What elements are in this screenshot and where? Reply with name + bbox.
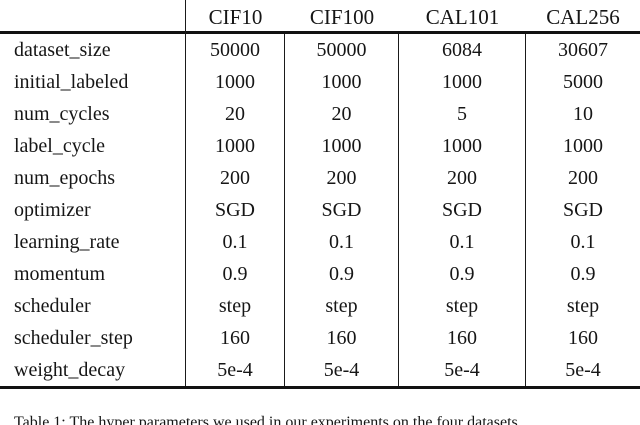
cell-cal256: 1000 <box>563 135 603 157</box>
table-row: num_cycles 20 20 5 10 <box>0 98 640 130</box>
table-row: num_epochs 200 200 200 200 <box>0 162 640 194</box>
cell-cif10: 160 <box>186 322 285 354</box>
column-header-cif10: CIF10 <box>208 5 263 29</box>
cell-cif100: 1000 <box>285 130 399 162</box>
row-label: num_epochs <box>0 162 186 194</box>
cell-cif100: SGD <box>285 194 399 226</box>
row-label: weight_decay <box>0 354 186 386</box>
table-header-row: CIF10 CIF100 CAL101 CAL256 <box>0 0 640 34</box>
cell-cif10: 50000 <box>186 34 285 66</box>
cell-cal101: 5 <box>399 98 526 130</box>
table-row: initial_labeled 1000 1000 1000 5000 <box>0 66 640 98</box>
cell-cif100: 20 <box>285 98 399 130</box>
table-body: dataset_size 50000 50000 6084 30607 init… <box>0 34 640 389</box>
cell-cal101: step <box>399 290 526 322</box>
table-caption: Table 1: The hyper parameters we used in… <box>14 414 518 425</box>
cell-cal101: 1000 <box>399 130 526 162</box>
cell-cif10: SGD <box>186 194 285 226</box>
cell-cif100: 0.9 <box>285 258 399 290</box>
cell-cal256: SGD <box>562 199 603 221</box>
cell-cal101: 0.1 <box>399 226 526 258</box>
row-label: scheduler <box>0 290 186 322</box>
cell-cif10: 1000 <box>186 66 285 98</box>
cell-cif10: 0.9 <box>186 258 285 290</box>
table-row: label_cycle 1000 1000 1000 1000 <box>0 130 640 162</box>
column-header-cal256: CAL256 <box>546 5 620 29</box>
cell-cif100: step <box>285 290 399 322</box>
cell-cal256: 200 <box>568 167 598 189</box>
cell-cal101: 160 <box>399 322 526 354</box>
cell-cif10: 200 <box>186 162 285 194</box>
table-row: learning_rate 0.1 0.1 0.1 0.1 <box>0 226 640 258</box>
cell-cal101: SGD <box>399 194 526 226</box>
table-row: scheduler step step step step <box>0 290 640 322</box>
cell-cif10: 20 <box>186 98 285 130</box>
cell-cal101: 6084 <box>399 34 526 66</box>
table-row: scheduler_step 160 160 160 160 <box>0 322 640 354</box>
hyperparameter-table: CIF10 CIF100 CAL101 CAL256 dataset_size … <box>0 0 640 389</box>
row-label: label_cycle <box>0 130 186 162</box>
cell-cif100: 0.1 <box>285 226 399 258</box>
cell-cal256: 30607 <box>558 39 608 61</box>
column-header-cal101: CAL101 <box>425 5 500 29</box>
row-label: dataset_size <box>0 34 186 66</box>
table-row: optimizer SGD SGD SGD SGD <box>0 194 640 226</box>
cell-cal256: 5000 <box>563 71 603 93</box>
cell-cal101: 0.9 <box>399 258 526 290</box>
row-label: scheduler_step <box>0 322 186 354</box>
cell-cal256: 5e-4 <box>565 359 601 381</box>
cell-cif100: 160 <box>285 322 399 354</box>
cell-cif10: step <box>186 290 285 322</box>
row-label: learning_rate <box>0 226 186 258</box>
table-row: momentum 0.9 0.9 0.9 0.9 <box>0 258 640 290</box>
cell-cal101: 1000 <box>399 66 526 98</box>
cell-cal256: 160 <box>568 327 598 349</box>
cell-cif100: 5e-4 <box>285 354 399 386</box>
row-label: momentum <box>0 258 186 290</box>
cell-cal256: step <box>566 295 600 317</box>
cell-cif100: 1000 <box>285 66 399 98</box>
row-label: num_cycles <box>0 98 186 130</box>
cell-cif10: 5e-4 <box>186 354 285 386</box>
row-label: initial_labeled <box>0 66 186 98</box>
table-corner-cell <box>0 0 186 34</box>
cell-cal256: 10 <box>573 103 593 125</box>
row-label: optimizer <box>0 194 186 226</box>
cell-cif100: 50000 <box>285 34 399 66</box>
cell-cal101: 5e-4 <box>399 354 526 386</box>
cell-cal256: 0.9 <box>570 263 596 285</box>
column-header-cif100: CIF100 <box>309 5 375 29</box>
table-row: weight_decay 5e-4 5e-4 5e-4 5e-4 <box>0 354 640 386</box>
table-row: dataset_size 50000 50000 6084 30607 <box>0 34 640 66</box>
cell-cif10: 0.1 <box>186 226 285 258</box>
cell-cif10: 1000 <box>186 130 285 162</box>
cell-cal101: 200 <box>399 162 526 194</box>
cell-cif100: 200 <box>285 162 399 194</box>
cell-cal256: 0.1 <box>570 231 596 253</box>
